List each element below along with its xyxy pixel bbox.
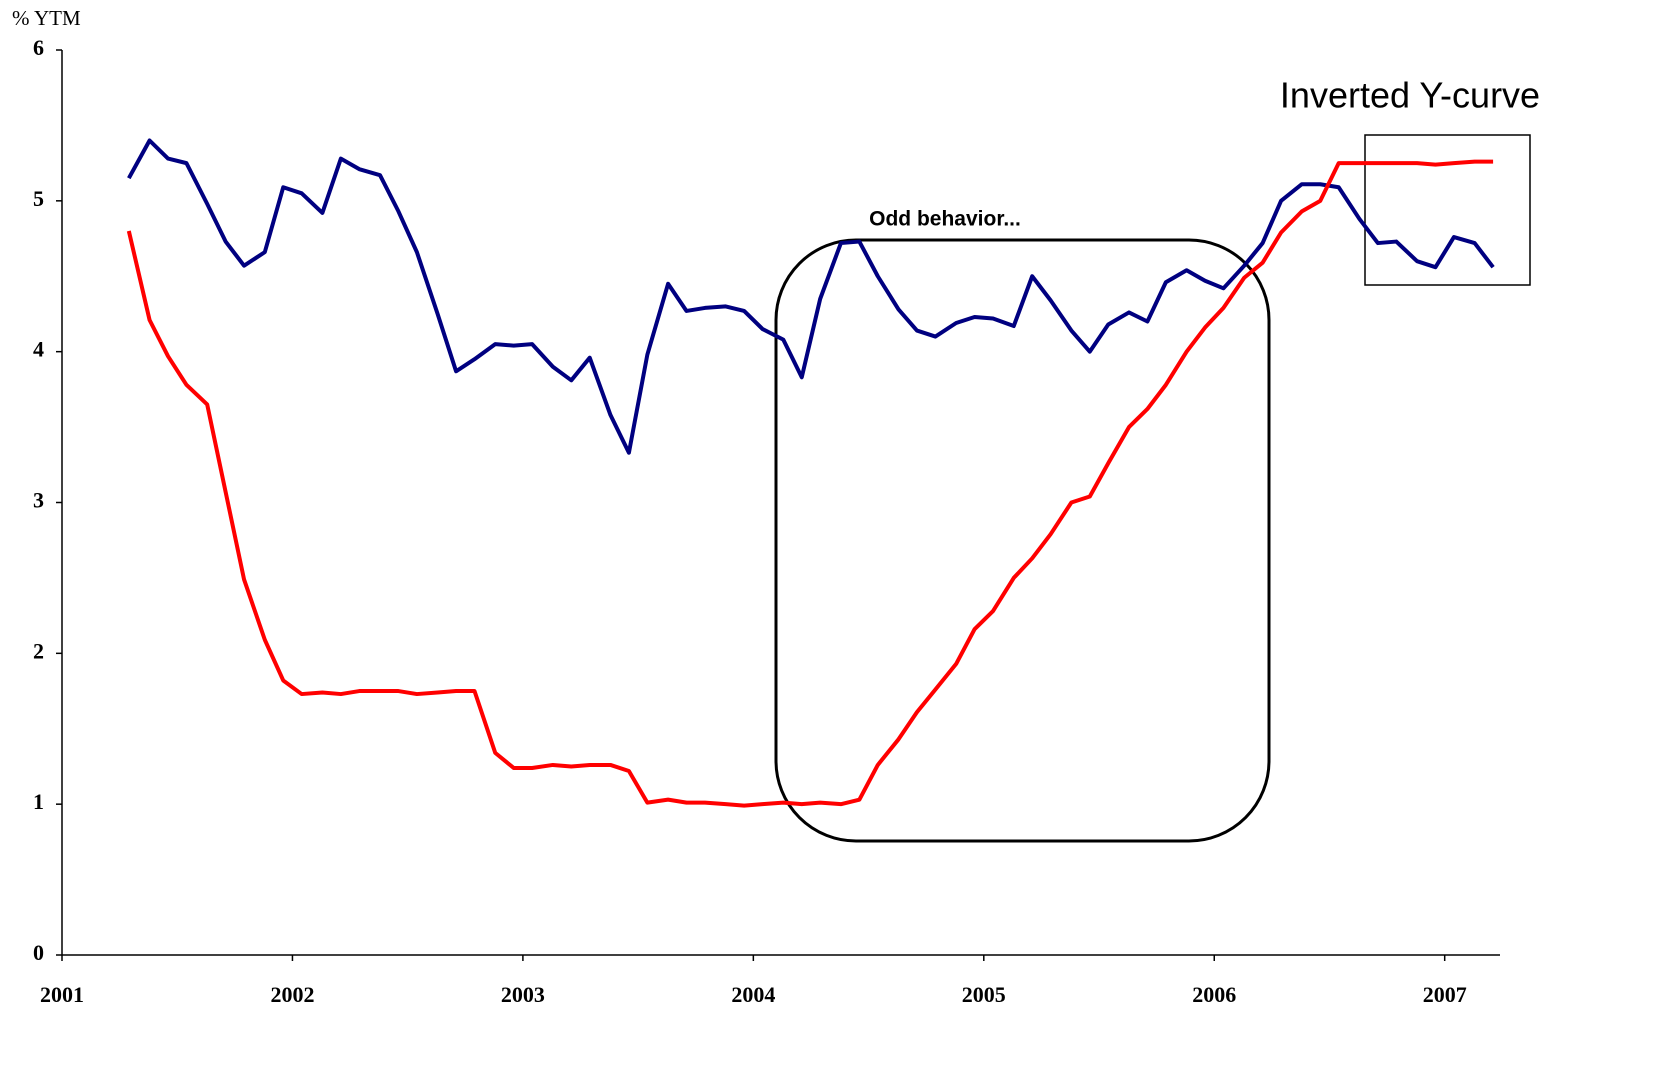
line-series <box>127 138 1495 455</box>
x-tick-label: 2004 <box>731 982 775 1007</box>
y-tick-label: 4 <box>33 337 44 362</box>
x-tick-label: 2002 <box>270 982 314 1007</box>
x-tick-label: 2006 <box>1192 982 1236 1007</box>
y-tick-label: 2 <box>33 638 44 663</box>
x-tick-label: 2007 <box>1423 982 1467 1007</box>
x-tick-label: 2005 <box>962 982 1006 1007</box>
annotation: Inverted Y-curve <box>1280 75 1540 116</box>
annotation: Odd behavior... <box>869 208 1021 231</box>
x-tick-label: 2003 <box>501 982 545 1007</box>
y-tick-label: 0 <box>33 940 44 965</box>
line-series <box>126 159 1494 808</box>
y-tick-label: 6 <box>33 35 44 60</box>
y-tick-label: 3 <box>33 488 44 513</box>
odd-behavior-box <box>774 238 1271 843</box>
y-axis-label: % YTM <box>12 6 81 30</box>
y-tick-label: 1 <box>33 789 44 814</box>
y-tick-label: 5 <box>33 186 44 211</box>
inverted-box <box>1364 134 1531 286</box>
x-tick-label: 2001 <box>40 982 84 1007</box>
